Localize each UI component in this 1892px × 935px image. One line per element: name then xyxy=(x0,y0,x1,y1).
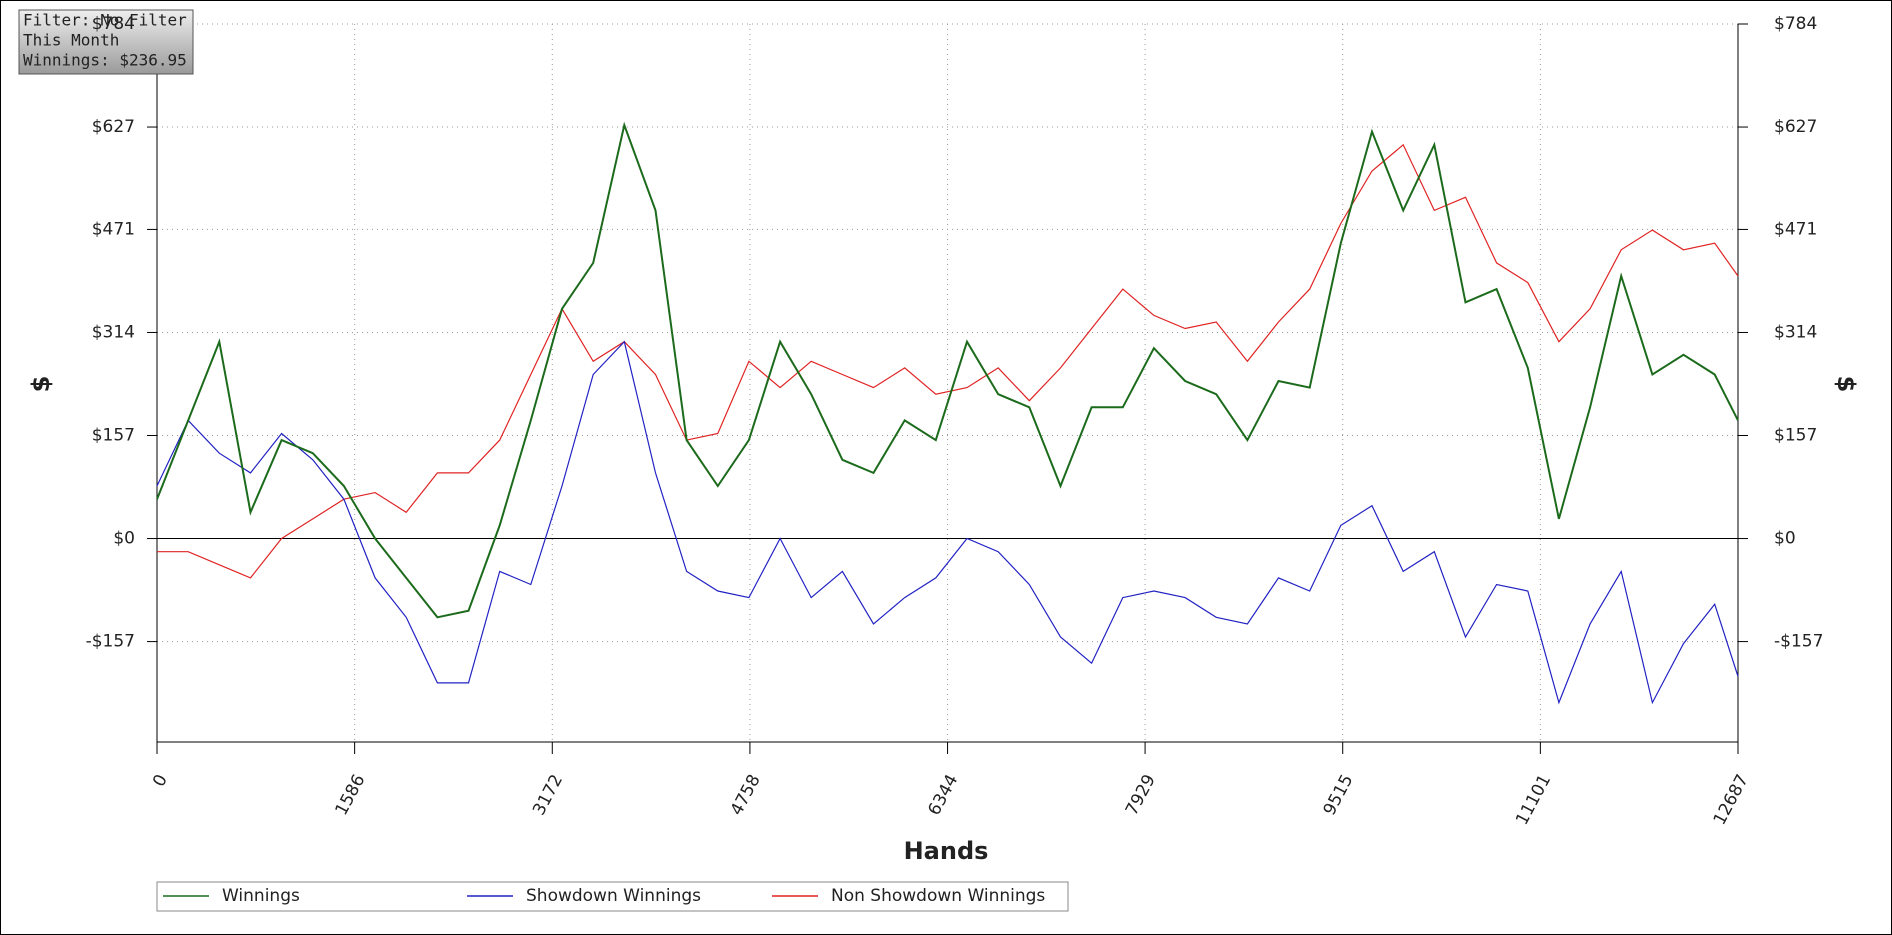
y2-tick-label: $784 xyxy=(1774,14,1817,34)
series-line xyxy=(156,340,1739,705)
y-tick-label: $784 xyxy=(92,14,135,34)
y2-tick-label: $471 xyxy=(1774,219,1817,239)
y2-tick-label: -$157 xyxy=(1774,632,1823,652)
y-tick-label: -$157 xyxy=(86,632,135,652)
y2-tick-label: $157 xyxy=(1774,426,1817,446)
y2-tick-label: $0 xyxy=(1774,529,1796,549)
legend-box xyxy=(156,881,1069,912)
y-tick-label: $627 xyxy=(92,117,135,137)
info-line: Filter: No Filter xyxy=(23,11,187,30)
series-line xyxy=(156,121,1739,619)
legend: Winnings Showdown Winnings Non Showdown Wi… xyxy=(156,881,1069,912)
grid xyxy=(147,23,1748,754)
y2-tick-label: $314 xyxy=(1774,322,1817,342)
y2-axis-label: $ xyxy=(1832,376,1860,393)
y-tick-label: $314 xyxy=(92,322,135,342)
info-line: This Month xyxy=(23,31,119,50)
y-tick-label: $157 xyxy=(92,426,135,446)
x-axis-label: Hands xyxy=(904,837,989,865)
y2-tick-label: $627 xyxy=(1774,117,1817,137)
y-tick-label: $0 xyxy=(113,529,135,549)
plot xyxy=(156,121,1739,705)
legend-label: Showdown Winnings xyxy=(526,886,701,906)
info-box-bg xyxy=(18,9,194,75)
legend-label: Non Showdown Winnings xyxy=(831,886,1045,906)
info-line: Winnings: $236.95 xyxy=(23,51,187,70)
y-axis-label: $ xyxy=(27,376,55,393)
y-tick-label: $471 xyxy=(92,219,135,239)
legend-label: Winnings xyxy=(222,886,300,906)
